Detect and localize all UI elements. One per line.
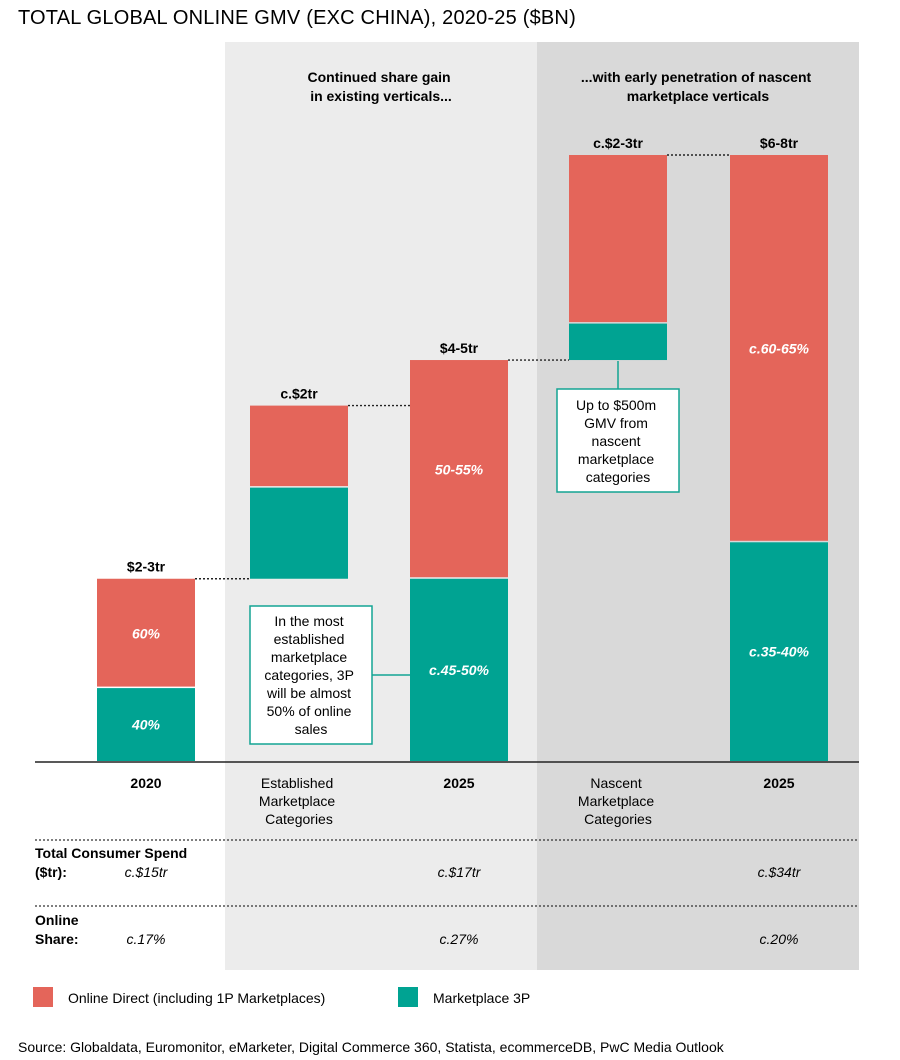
category-label-2025-a: 2025 — [443, 775, 474, 791]
table-spend-2025-b: c.$34tr — [758, 864, 802, 880]
section-header-existing: Continued share gain in existing vertica… — [307, 69, 454, 104]
bar-red-label-4: c.60-65% — [749, 341, 809, 357]
legend-swatch-marketplace-3p — [398, 987, 418, 1007]
bar-total-label-0: $2-3tr — [127, 559, 166, 575]
source-note: Source: Globaldata, Euromonitor, eMarket… — [18, 1039, 725, 1055]
annotation-established-text: In the most established marketplace cate… — [264, 613, 357, 737]
bar-total-label-1: c.$2tr — [280, 386, 318, 402]
bar-total-label-2: $4-5tr — [440, 340, 479, 356]
bar-teal-1 — [250, 487, 348, 579]
bar-red-1 — [250, 405, 348, 487]
bar-red-2 — [410, 360, 508, 578]
bar-teal-3 — [569, 323, 667, 361]
table-spend-2020: c.$15tr — [125, 864, 169, 880]
table-share-2025-b: c.20% — [760, 931, 799, 947]
bar-teal-label-0: 40% — [131, 717, 161, 733]
table-share-2025-a: c.27% — [440, 931, 479, 947]
table-row-label-spend: Total Consumer Spend ($tr): — [35, 845, 191, 880]
legend-swatch-online-direct — [33, 987, 53, 1007]
bar-red-4 — [730, 155, 828, 541]
annotation-nascent: Up to $500m GMV from nascent marketplace… — [556, 361, 680, 493]
bar-teal-0 — [97, 688, 195, 761]
bar-total-label-4: $6-8tr — [760, 135, 799, 151]
category-label-2020: 2020 — [130, 775, 161, 791]
bar-teal-2 — [410, 578, 508, 761]
legend: Online Direct (including 1P Marketplaces… — [33, 987, 530, 1007]
annotation-established: In the most established marketplace cate… — [249, 605, 410, 745]
category-label-2025-b: 2025 — [763, 775, 794, 791]
annotation-established-box — [249, 605, 373, 745]
legend-label-marketplace-3p: Marketplace 3P — [433, 990, 530, 1006]
bar-red-label-2: 50-55% — [435, 461, 484, 477]
bars-group: $2-3tr 60% 40% c.$2tr $4-5tr 50-55% c.45-50% c.… — [97, 135, 828, 761]
connectors-group — [195, 154, 730, 580]
bar-teal-4 — [730, 542, 828, 761]
legend-label-online-direct: Online Direct (including 1P Marketplaces… — [68, 990, 325, 1006]
chart-title: TOTAL GLOBAL ONLINE GMV (EXC CHINA), 202… — [18, 7, 576, 29]
category-label-established: Established Marketplace Categories — [259, 775, 339, 827]
category-label-nascent: Nascent Marketplace Categories — [578, 775, 658, 827]
bar-red-3 — [569, 155, 667, 323]
bar-red-label-0: 60% — [132, 625, 161, 641]
table-row-label-share: Online Share: — [35, 912, 82, 947]
bar-total-label-3: c.$2-3tr — [593, 135, 643, 151]
bar-red-0 — [97, 578, 195, 687]
table-spend-2025-a: c.$17tr — [438, 864, 482, 880]
bar-teal-label-2: c.45-50% — [429, 662, 489, 678]
table-share-2020: c.17% — [127, 931, 166, 947]
annotation-nascent-box — [556, 388, 680, 493]
section-header-nascent: ...with early penetration of nascent mar… — [581, 69, 815, 104]
bar-teal-label-4: c.35-40% — [749, 644, 809, 660]
annotation-nascent-text: Up to $500m GMV from nascent marketplace… — [576, 397, 660, 485]
